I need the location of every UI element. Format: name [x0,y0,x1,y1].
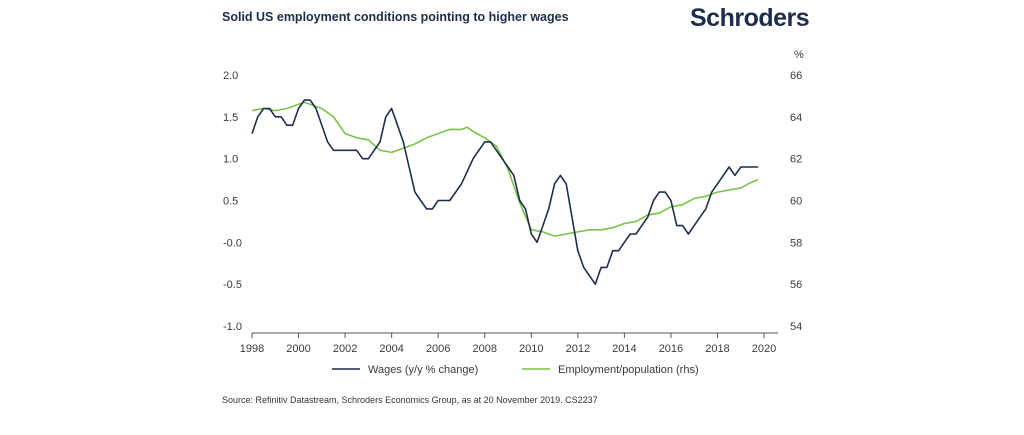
x-axis-ticks: 1998 2000 2002 2004 2006 2008 2010 2012 2014 2016… [240,333,776,355]
x-tick-label: 2012 [566,343,590,355]
x-tick-label: 2018 [705,343,729,355]
x-tick-label: 2020 [752,343,776,355]
x-tick-label: 2014 [612,343,636,355]
wages-line [251,99,759,285]
legend: Wages (y/y % change) Employment/populati… [332,364,699,376]
legend-wages-label: Wages (y/y % change) [368,364,478,376]
chart-title: Solid US employment conditions pointing … [222,10,569,24]
x-tick-label: 2000 [286,343,310,355]
x-tick-label: 2004 [379,343,403,355]
right-tick-label: 64 [790,112,802,124]
legend-employment-label: Employment/population (rhs) [558,364,699,376]
right-tick-label: 56 [790,279,802,291]
left-tick-label: 1.5 [223,112,238,124]
right-tick-label: 62 [790,154,802,166]
employment-line [251,101,759,237]
series-lines [251,99,759,285]
x-tick-label: 2010 [519,343,543,355]
left-tick-label: -0.0 [223,237,242,249]
left-axis-ticks: 2.0 1.5 1.0 0.5 -0.0 -0.5 -1.0 [223,70,242,333]
source-note: Source: Refinitiv Datastream, Schroders … [222,395,598,405]
left-tick-label: -0.5 [223,279,242,291]
x-tick-label: 1998 [240,343,264,355]
right-tick-label: 66 [790,70,802,82]
x-tick-label: 2016 [659,343,683,355]
schroders-logo: Schroders [690,4,810,32]
left-tick-label: -1.0 [223,321,242,333]
left-tick-label: 1.0 [223,154,238,166]
left-tick-label: 0.5 [223,196,238,208]
right-tick-label: 54 [790,321,802,333]
x-tick-label: 2002 [333,343,357,355]
x-tick-label: 2006 [426,343,450,355]
right-tick-label: 58 [790,237,802,249]
x-tick-label: 2008 [473,343,497,355]
right-axis-ticks: 66 64 62 60 58 56 54 [790,70,802,333]
right-tick-label: 60 [790,196,802,208]
left-tick-label: 2.0 [223,70,238,82]
right-axis-unit: % [794,49,804,61]
